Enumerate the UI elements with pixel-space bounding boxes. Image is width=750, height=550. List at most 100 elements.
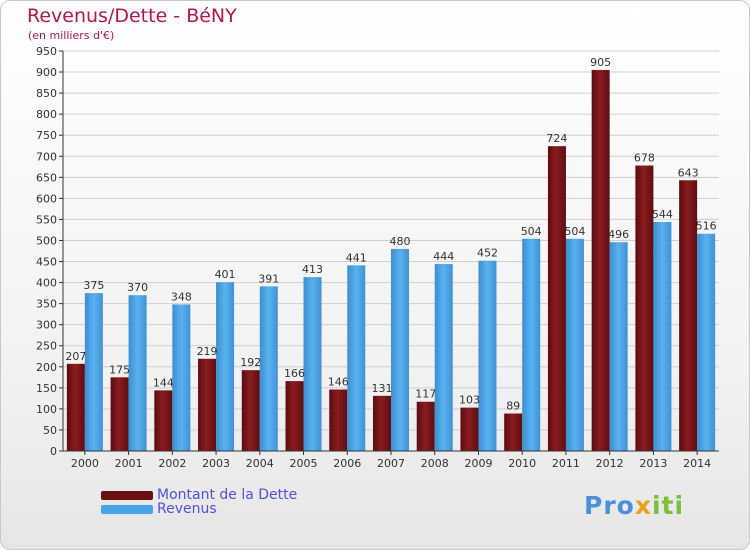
value-label-revenus: 348 bbox=[171, 290, 192, 303]
chart-title: Revenus/Dette - BéNY bbox=[27, 5, 237, 27]
legend-item-dette: Montant de la Dette bbox=[101, 487, 298, 503]
y-tick-label: 0 bbox=[50, 445, 57, 458]
y-tick-label: 950 bbox=[36, 45, 57, 58]
bar-revenus bbox=[434, 264, 453, 451]
proxiti-logo: Proxiti bbox=[584, 491, 685, 520]
y-tick-label: 100 bbox=[36, 403, 57, 416]
bar-revenus bbox=[478, 260, 497, 451]
value-label-dette: 905 bbox=[590, 56, 611, 69]
y-axis-ticks: 0 50 100 150 200 250 300 350 400 450 500 550 600 650 7… bbox=[36, 45, 63, 458]
bar-revenus bbox=[653, 221, 672, 451]
bar-dette bbox=[329, 389, 348, 451]
value-label-revenus: 441 bbox=[346, 251, 367, 264]
x-tick-label: 2001 bbox=[115, 457, 143, 470]
y-tick-label: 450 bbox=[36, 256, 57, 269]
value-label-dette: 175 bbox=[109, 363, 130, 376]
value-label-revenus: 452 bbox=[477, 247, 498, 260]
bar-dette bbox=[591, 69, 610, 452]
y-tick-label: 350 bbox=[36, 298, 57, 311]
y-tick-label: 300 bbox=[36, 319, 57, 332]
bar-revenus bbox=[391, 248, 409, 451]
bar-revenus bbox=[522, 238, 541, 451]
value-label-dette: 192 bbox=[240, 356, 261, 369]
bar-revenus bbox=[303, 277, 322, 451]
y-tick-label: 800 bbox=[36, 108, 57, 121]
legend-swatch-dette bbox=[101, 490, 153, 500]
value-label-revenus: 375 bbox=[83, 279, 104, 292]
value-label-revenus: 370 bbox=[127, 281, 148, 294]
y-tick-label: 200 bbox=[36, 361, 57, 374]
x-tick-label: 2000 bbox=[71, 457, 99, 470]
legend-swatch-revenus bbox=[101, 504, 153, 514]
value-label-revenus: 496 bbox=[608, 228, 629, 241]
value-label-revenus: 504 bbox=[521, 225, 542, 238]
y-tick-label: 550 bbox=[36, 213, 57, 226]
bar-revenus bbox=[697, 233, 716, 451]
value-label-dette: 724 bbox=[546, 132, 567, 145]
x-tick-label: 2011 bbox=[552, 457, 580, 470]
x-tick-label: 2010 bbox=[508, 457, 536, 470]
x-tick-label: 2008 bbox=[421, 457, 449, 470]
x-tick-label: 2004 bbox=[246, 457, 274, 470]
value-label-dette: 219 bbox=[197, 345, 218, 358]
legend-item-revenus: Revenus bbox=[101, 501, 217, 517]
y-tick-label: 850 bbox=[36, 87, 57, 100]
chart-subtitle: (en milliers d'€) bbox=[28, 29, 115, 42]
bar-dette bbox=[285, 381, 304, 451]
value-label-revenus: 413 bbox=[302, 263, 323, 276]
bar-revenus bbox=[84, 293, 103, 451]
y-tick-label: 400 bbox=[36, 277, 57, 290]
value-label-revenus: 504 bbox=[564, 225, 585, 238]
y-tick-label: 650 bbox=[36, 171, 57, 184]
value-label-dette: 103 bbox=[459, 394, 480, 407]
y-tick-label: 500 bbox=[36, 234, 57, 247]
value-label-dette: 144 bbox=[153, 376, 174, 389]
x-axis-ticks: 2000 2001 2002 2003 2004 2005 2006 2007 2008 2009… bbox=[71, 451, 711, 470]
bar-dette bbox=[66, 363, 85, 451]
value-label-dette: 89 bbox=[506, 400, 520, 413]
value-label-dette: 146 bbox=[328, 376, 349, 389]
legend-label-dette: Montant de la Dette bbox=[157, 487, 298, 503]
x-tick-label: 2002 bbox=[158, 457, 186, 470]
y-tick-label: 250 bbox=[36, 340, 57, 353]
x-tick-label: 2007 bbox=[377, 457, 405, 470]
bar-dette bbox=[154, 390, 173, 451]
bar-revenus bbox=[172, 304, 191, 451]
bar-revenus bbox=[565, 238, 584, 451]
bar-dette bbox=[416, 401, 435, 451]
x-tick-label: 2009 bbox=[464, 457, 492, 470]
y-tick-label: 700 bbox=[36, 150, 57, 163]
y-tick-label: 600 bbox=[36, 192, 57, 205]
y-tick-label: 50 bbox=[43, 424, 57, 437]
value-label-revenus: 480 bbox=[390, 235, 411, 248]
value-label-dette: 678 bbox=[634, 152, 655, 165]
bar-revenus bbox=[259, 286, 278, 451]
bar-revenus bbox=[128, 295, 147, 451]
bar-dette bbox=[460, 407, 479, 451]
x-tick-label: 2013 bbox=[639, 457, 667, 470]
value-label-dette: 207 bbox=[65, 350, 86, 363]
x-tick-label: 2003 bbox=[202, 457, 230, 470]
bar-dette bbox=[635, 165, 654, 452]
value-label-revenus: 401 bbox=[215, 268, 236, 281]
y-tick-label: 150 bbox=[36, 382, 57, 395]
bar-dette bbox=[241, 370, 260, 451]
value-label-dette: 117 bbox=[415, 388, 436, 401]
bar-dette bbox=[110, 377, 129, 451]
bar-revenus bbox=[216, 282, 235, 451]
bar-dette bbox=[198, 358, 217, 451]
value-label-revenus: 516 bbox=[696, 220, 717, 233]
value-label-dette: 166 bbox=[284, 367, 305, 380]
value-label-dette: 643 bbox=[678, 166, 699, 179]
x-tick-label: 2005 bbox=[290, 457, 318, 470]
bar-revenus bbox=[609, 242, 628, 451]
value-label-revenus: 544 bbox=[652, 208, 673, 221]
bar-dette bbox=[373, 395, 391, 451]
value-labels: 207 375 175 370 144 348 219 401 192 391 166 413 146 4… bbox=[65, 56, 716, 413]
x-tick-label: 2014 bbox=[683, 457, 711, 470]
x-tick-label: 2012 bbox=[596, 457, 624, 470]
value-label-dette: 131 bbox=[372, 382, 393, 395]
y-tick-label: 750 bbox=[36, 129, 57, 142]
bar-dette bbox=[504, 413, 523, 451]
